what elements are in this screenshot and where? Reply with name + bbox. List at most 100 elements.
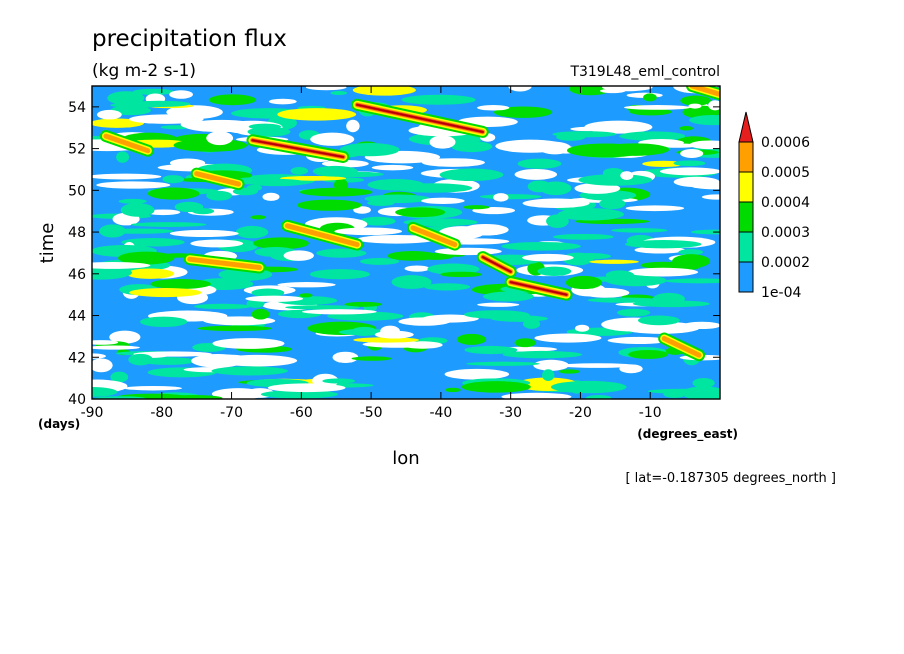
rain-band-8 (190, 167, 245, 191)
rain-band-layer (410, 225, 458, 248)
rain-patch-level-2 (617, 308, 651, 317)
dry-patch (560, 363, 635, 368)
rain-patch-level-2 (393, 183, 473, 193)
dry-patch (206, 131, 234, 146)
x-tick-label: -80 (150, 405, 173, 421)
rain-patch-level-3 (208, 94, 257, 106)
dry-patch (533, 359, 569, 371)
rain-patch-level-4 (642, 160, 685, 167)
rain-band-1 (246, 134, 350, 163)
dry-patch (421, 158, 485, 167)
rain-patch-level-4 (352, 86, 416, 96)
dry-patch (353, 206, 371, 214)
rain-patch-level-3 (493, 106, 553, 118)
rain-patch-level-3 (514, 338, 536, 348)
colorbar-label: 0.0004 (761, 195, 810, 211)
rain-patch-level-2 (464, 345, 518, 355)
x-tick-label: -70 (220, 405, 243, 421)
rain-patch-level-3 (117, 251, 175, 265)
rain-patch-level-3 (643, 93, 657, 102)
dry-patch (659, 167, 720, 176)
rain-patch-level-2 (359, 258, 400, 265)
rain-patch-level-3 (250, 215, 266, 220)
dry-patch (422, 314, 479, 323)
dry-patch (305, 86, 347, 91)
rain-patch-level-2 (194, 303, 252, 310)
rain-patch-level-2 (599, 198, 626, 210)
rain-patch-level-2 (99, 224, 126, 238)
rain-band-7 (99, 130, 154, 157)
dry-patch (133, 351, 212, 357)
rain-patch-level-3 (463, 205, 490, 210)
rain-patch-level-2 (439, 168, 504, 182)
rain-patch-level-2 (140, 357, 196, 365)
rain-patch-level-3 (456, 333, 487, 345)
rain-patch-level-2 (551, 380, 627, 394)
y-tick-label: 46 (68, 267, 86, 283)
rain-patch-level-2 (501, 241, 581, 251)
dry-patch (402, 341, 443, 349)
rain-patch-level-2 (537, 266, 572, 276)
rain-patch-level-2 (587, 297, 660, 303)
dry-patch (146, 209, 181, 216)
rain-patch-level-2 (162, 175, 185, 184)
dry-patch (185, 110, 218, 118)
x-tick-label: -20 (569, 405, 592, 421)
dry-patch (169, 158, 206, 168)
rain-band-layer (689, 86, 720, 97)
rain-patch-level-2 (359, 216, 396, 226)
rain-band-3 (281, 219, 364, 251)
rain-band-layer (481, 256, 512, 273)
rain-band-2 (351, 98, 489, 138)
rain-patch-level-3 (679, 126, 694, 131)
dry-patch (169, 90, 193, 99)
rain-patch-level-2 (689, 115, 720, 126)
dry-patch (267, 383, 346, 393)
dry-patch (277, 282, 336, 288)
x-tick-label: -40 (429, 405, 452, 421)
colorbar-label: 0.0002 (761, 255, 810, 271)
rain-patch-level-3 (558, 369, 580, 374)
dry-patch (689, 181, 720, 190)
plot-frame (91, 85, 721, 400)
dry-patch (283, 250, 314, 261)
rain-patch-level-2 (312, 165, 358, 177)
dry-patch (321, 159, 369, 168)
rain-patch-level-2 (605, 270, 634, 280)
dry-patch (607, 336, 671, 344)
rain-band-layer (194, 171, 242, 187)
colorbar-extend-arrow (738, 111, 754, 143)
rain-patch-level-4 (589, 259, 639, 264)
rain-band-5 (476, 251, 517, 278)
rain-patch-level-2 (251, 288, 285, 297)
rain-patch-level-3 (387, 250, 438, 261)
dry-patch (310, 132, 355, 146)
rain-patch-level-2 (309, 269, 371, 280)
dry-patch (92, 345, 140, 350)
rain-patch-level-2 (330, 90, 348, 96)
colorbar-label: 1e-04 (761, 285, 801, 301)
colorbar-swatch (738, 141, 754, 173)
rain-patch-level-2 (542, 369, 555, 382)
rain-patch-level-2 (632, 300, 710, 308)
rain-patch-level-2 (403, 218, 478, 227)
rain-patch-level-2 (290, 166, 309, 175)
rain-patch-level-2 (285, 305, 360, 310)
dry-patch (434, 247, 502, 256)
dry-patch (184, 119, 259, 133)
dry-patch (92, 358, 113, 373)
rain-patch-level-3 (568, 86, 612, 96)
dry-patch (602, 86, 653, 92)
dry-patch (680, 149, 704, 158)
dry-patch (429, 135, 456, 149)
dry-patch (688, 103, 702, 109)
colorbar: 1e-04 0.0002 0.0003 0.0004 0.0005 0.0006 (738, 111, 810, 301)
rain-patch-level-2 (367, 200, 395, 207)
rain-band-10 (658, 332, 706, 362)
dry-patch (508, 86, 532, 92)
rain-patch-level-2 (663, 390, 687, 398)
rain-patch-level-2 (502, 350, 583, 359)
x-tick-label: -60 (290, 405, 313, 421)
rain-patch-level-2 (611, 228, 668, 233)
